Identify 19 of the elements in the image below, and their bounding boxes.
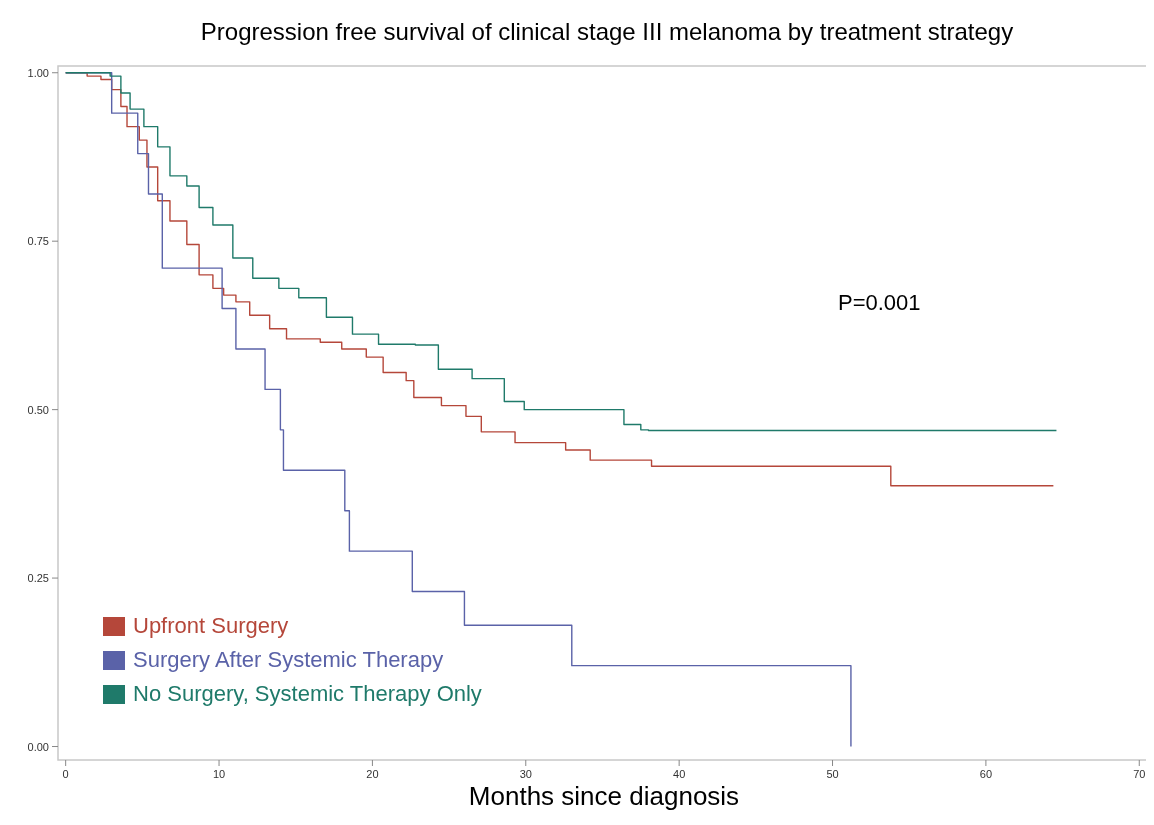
y-tick-label: 1.00 [27, 66, 49, 79]
annotation: P=0.001 [838, 290, 921, 315]
x-tick-label: 0 [62, 768, 69, 780]
y-tick-label: 0.00 [27, 740, 49, 753]
legend-label: Upfront Surgery [133, 613, 289, 638]
x-tick-label: 70 [1133, 768, 1146, 780]
legend-label: Surgery After Systemic Therapy [133, 647, 444, 672]
y-tick-label: 0.50 [27, 403, 49, 416]
x-tick-label: 30 [519, 768, 532, 780]
y-tick-label: 0.25 [27, 572, 49, 585]
x-tick-label: 60 [979, 768, 993, 780]
x-tick-label: 40 [673, 768, 686, 780]
x-tick-label: 20 [366, 768, 379, 780]
legend-label: No Surgery, Systemic Therapy Only [133, 681, 482, 706]
y-tick-label: 0.75 [27, 235, 49, 248]
chart-title: Progression free survival of clinical stage III melanoma by treatment strategy [200, 18, 1014, 45]
x-tick-label: 10 [212, 768, 226, 780]
x-axis-title: Months since diagnosis [468, 781, 740, 811]
x-tick-label: 50 [826, 768, 839, 780]
